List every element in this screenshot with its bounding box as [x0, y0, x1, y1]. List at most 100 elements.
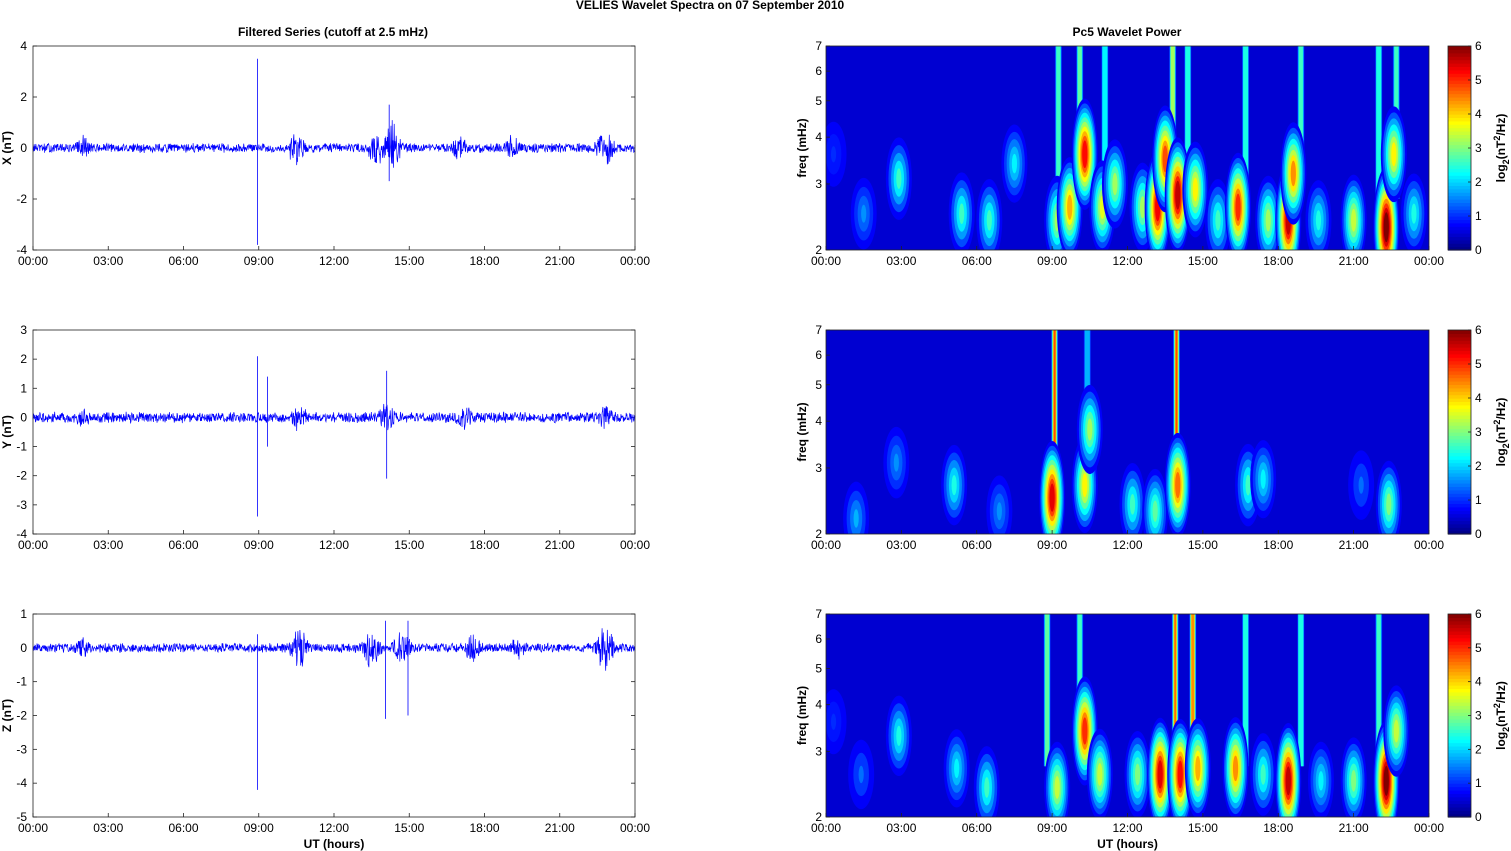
z-series-xtick-label: 03:00	[93, 821, 123, 835]
y-wavelet-power-blob	[1260, 469, 1266, 489]
y-wavelet-colorbar-step	[1448, 401, 1471, 406]
z-wavelet-colorbar-step	[1448, 661, 1471, 666]
x-wavelet-power-blob	[1139, 196, 1146, 219]
y-wavelet-power-blob	[1049, 483, 1055, 512]
x-wavelet-panel: 7 6 5 4 3 2 freq (mHz) 00:00 03:00 06:00 09:00 12:0…	[795, 39, 1511, 268]
y-series-xtick-label: 21:00	[545, 538, 575, 552]
z-wavelet-colorbar-step	[1448, 810, 1471, 815]
z-wavelet-power-blob	[1082, 717, 1088, 745]
y-wavelet-ytick-label: 2	[815, 527, 822, 541]
colorbar-title-part: 2	[1492, 136, 1502, 141]
x-wavelet-colorbar-step	[1448, 127, 1471, 132]
x-wavelet-xtick-label: 00:00	[811, 254, 841, 268]
y-wavelet-colorbar-step	[1448, 459, 1471, 464]
x-wavelet-colorbar-step	[1448, 56, 1471, 61]
x-wavelet-power-blob	[1290, 160, 1296, 187]
y-wavelet-power-blob	[853, 509, 859, 528]
z-series-xtick-label: 09:00	[244, 821, 274, 835]
x-wavelet-colorbar-step	[1448, 219, 1471, 224]
y-wavelet-colorbar-step	[1448, 530, 1471, 535]
y-wavelet-colorbar-step	[1448, 347, 1471, 351]
z-wavelet-colorbar-step	[1448, 637, 1471, 642]
colorbar-title-part: /Hz)	[1494, 114, 1508, 136]
z-wavelet-colorbar-step	[1448, 627, 1471, 632]
z-wavelet-ytick-label: 7	[815, 607, 822, 621]
z-series-xtick-label: 06:00	[168, 821, 198, 835]
z-series-xtick-label: 00:00	[620, 821, 650, 835]
z-series-ytick-label: -3	[16, 742, 27, 756]
z-wavelet-colorbar-step	[1448, 803, 1471, 808]
x-wavelet-colorbar-label: 6	[1475, 39, 1482, 53]
x-wavelet-xtick-label: 12:00	[1112, 254, 1142, 268]
z-wavelet-colorbar-step	[1448, 786, 1471, 791]
z-wavelet-xtick-label: 12:00	[1112, 821, 1142, 835]
z-wavelet-colorbar-step	[1448, 729, 1471, 734]
z-wavelet-power-blob	[1177, 760, 1183, 789]
z-wavelet-ytick-label: 6	[815, 632, 822, 646]
z-wavelet-colorbar-step	[1448, 705, 1471, 710]
z-wavelet-colorbar-step	[1448, 668, 1471, 673]
z-wavelet-ytick-label: 2	[815, 810, 822, 824]
y-wavelet-colorbar-step	[1448, 415, 1471, 419]
y-series-ytick-label: 2	[20, 352, 27, 366]
y-wavelet-colorbar-label: 6	[1475, 323, 1482, 337]
z-wavelet-colorbar-step	[1448, 671, 1471, 676]
y-wavelet-colorbar-step	[1448, 466, 1471, 470]
y-wavelet-colorbar-step	[1448, 387, 1471, 392]
y-series-ytick-label: 3	[20, 323, 27, 337]
z-series-ytick-label: -2	[16, 709, 27, 723]
x-wavelet-colorbar-step	[1448, 226, 1471, 231]
y-wavelet-colorbar-step	[1448, 500, 1471, 504]
z-series-xtick-label: 18:00	[469, 821, 499, 835]
y-wavelet-colorbar-step	[1448, 445, 1471, 450]
y-wavelet-power-blob	[996, 502, 1002, 521]
x-wavelet-power-blob	[861, 204, 867, 223]
z-wavelet-colorbar-label: 4	[1475, 675, 1482, 689]
z-wavelet-power-blob	[1285, 766, 1291, 796]
x-wavelet-colorbar-step	[1448, 59, 1471, 64]
z-wavelet-streak	[1191, 614, 1195, 767]
y-wavelet-colorbar-step	[1448, 455, 1471, 460]
z-wavelet-xtick-label: 00:00	[1414, 821, 1444, 835]
x-wavelet-colorbar-step	[1448, 151, 1471, 156]
z-wavelet-xtick-label: 18:00	[1263, 821, 1293, 835]
y-wavelet-colorbar-step	[1448, 336, 1471, 341]
z-wavelet-colorbar-step	[1448, 800, 1471, 805]
z-series-ytick-label: -5	[16, 810, 27, 824]
z-wavelet-power-blob	[1054, 776, 1060, 799]
y-wavelet-colorbar-step	[1448, 343, 1471, 348]
y-wavelet-xtick-label: 06:00	[962, 538, 992, 552]
x-wavelet-power-blob	[1411, 203, 1417, 224]
y-wavelet-xtick-label: 21:00	[1339, 538, 1369, 552]
colorbar-title-part: 2	[1492, 703, 1502, 708]
y-series-ytick-label: 0	[20, 410, 27, 424]
y-wavelet-colorbar-step	[1448, 462, 1471, 467]
y-wavelet-streak	[1175, 330, 1178, 483]
x-wavelet-power-blob	[1011, 153, 1018, 174]
y-series-ylabel: Y (nT)	[0, 415, 14, 449]
x-wavelet-colorbar-step	[1448, 185, 1471, 190]
x-wavelet-body	[826, 46, 1427, 250]
x-wavelet-colorbar-step	[1448, 216, 1471, 220]
y-series-xtick-label: 09:00	[244, 538, 274, 552]
y-series-ytick-label: -3	[16, 498, 27, 512]
y-wavelet-colorbar-step	[1448, 364, 1471, 368]
z-wavelet-colorbar-step	[1448, 745, 1471, 750]
z-wavelet-colorbar-step	[1448, 813, 1471, 818]
x-wavelet-colorbar-step	[1448, 148, 1471, 152]
y-wavelet-power-blob	[1129, 493, 1136, 515]
x-series-panel: 4 2 0 -2 -4 X (nT) 00:00 03:00 06:00 09:00 12:00 15…	[0, 39, 650, 268]
y-wavelet-colorbar-step	[1448, 493, 1471, 498]
x-series-xtick-label: 06:00	[168, 254, 198, 268]
z-wavelet-ytick-label: 3	[815, 744, 822, 758]
y-wavelet-colorbar-label: 5	[1475, 357, 1482, 371]
z-wavelet-colorbar-step	[1448, 739, 1471, 744]
x-wavelet-colorbar-step	[1448, 83, 1471, 88]
x-wavelet-power-blob	[986, 209, 992, 231]
y-wavelet-colorbar-step	[1448, 428, 1471, 433]
x-series-trace	[32, 120, 636, 168]
z-wavelet-colorbar-step	[1448, 732, 1471, 737]
colorbar-title-part: (nT	[1494, 708, 1508, 727]
y-wavelet-colorbar-step	[1448, 479, 1471, 484]
z-wavelet-colorbar-step	[1448, 708, 1471, 713]
